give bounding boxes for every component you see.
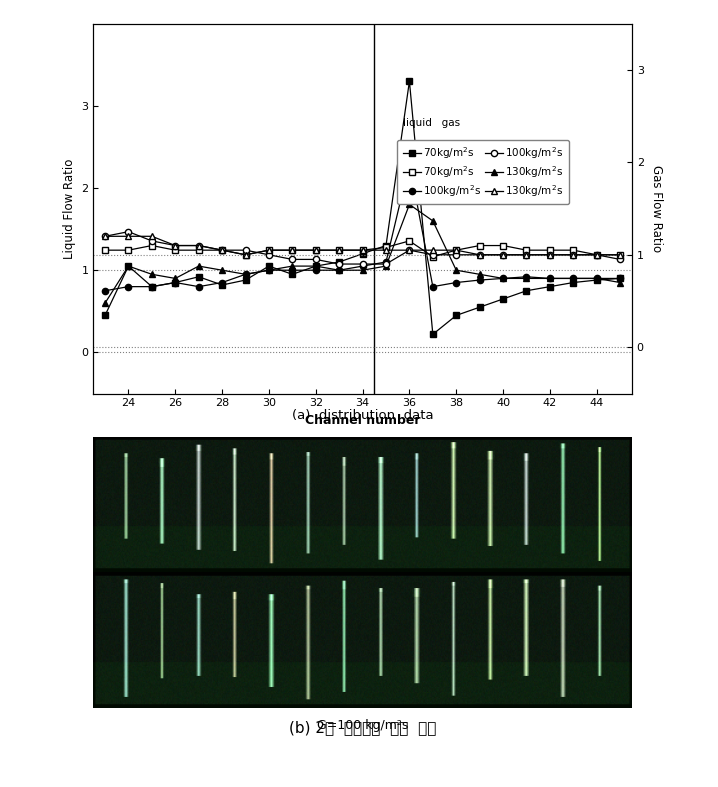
Y-axis label: Gas Flow Ratio: Gas Flow Ratio [651, 165, 663, 252]
Legend: 70kg/m$^2$s, 70kg/m$^2$s, 100kg/m$^2$s, 100kg/m$^2$s, 130kg/m$^2$s, 130kg/m$^2$s: 70kg/m$^2$s, 70kg/m$^2$s, 100kg/m$^2$s, … [398, 140, 569, 204]
Y-axis label: Liquid Flow Ratio: Liquid Flow Ratio [62, 158, 76, 259]
Text: liquid   gas: liquid gas [403, 119, 460, 128]
Text: (a)  distribution  data: (a) distribution data [292, 408, 434, 422]
Text: (b) 2열  입구헤더  유동  사진: (b) 2열 입구헤더 유동 사진 [289, 720, 437, 735]
X-axis label: Channel number: Channel number [305, 414, 420, 427]
Text: G=100 kg/m²s: G=100 kg/m²s [317, 719, 409, 732]
Text: G=70 kg/m²s: G=70 kg/m²s [321, 583, 404, 596]
